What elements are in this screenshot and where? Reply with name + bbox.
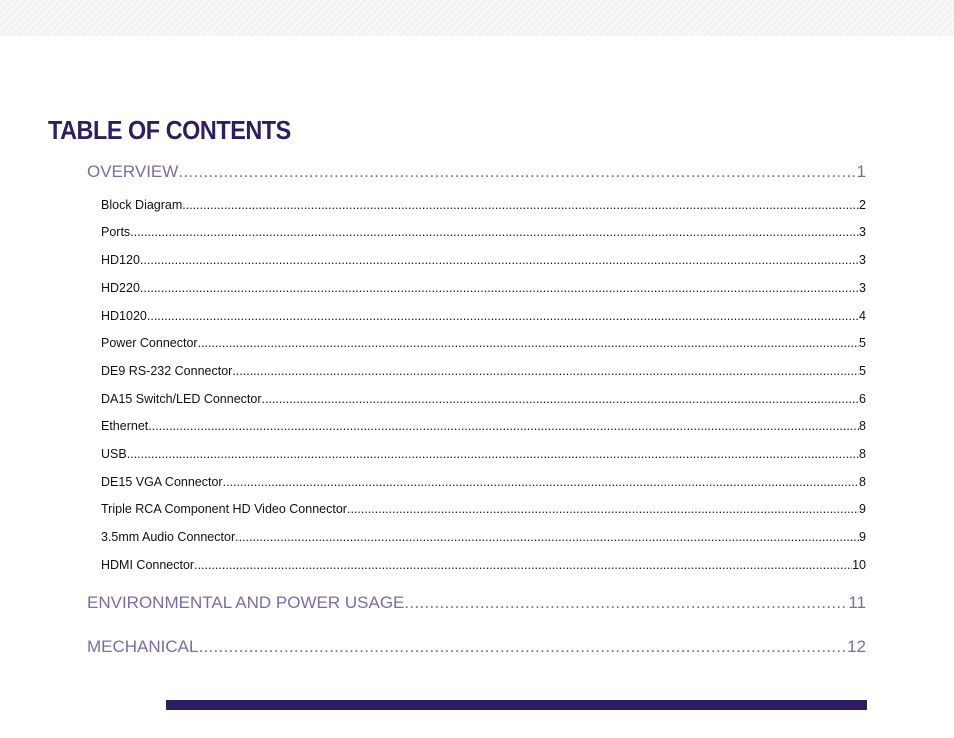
toc-entry-block-diagram[interactable]: Block Diagram 2: [101, 198, 866, 212]
toc-entry-label: 3.5mm Audio Connector: [101, 530, 236, 544]
toc-entry-label: DA15 Switch/LED Connector: [101, 392, 262, 406]
dot-leader: [178, 162, 856, 182]
toc-entry-hd120[interactable]: HD120 3: [101, 253, 866, 267]
toc-entry-page: 3: [859, 253, 866, 267]
dot-leader: [198, 637, 847, 657]
toc-entry-page: 6: [859, 392, 866, 406]
dot-leader: [140, 253, 859, 267]
dot-leader: [147, 309, 859, 323]
toc-entry-page: 8: [859, 475, 866, 489]
toc-entry-page: 12: [847, 637, 866, 656]
dot-leader: [127, 447, 859, 461]
toc-entry-label: DE9 RS-232 Connector: [101, 364, 233, 378]
toc-entry-de9-rs232-connector[interactable]: DE9 RS-232 Connector 5: [101, 364, 866, 378]
dot-leader: [130, 225, 859, 239]
toc-entry-label: Block Diagram: [101, 198, 183, 212]
toc-entry-page: 4: [859, 309, 866, 323]
toc-entry-label: DE15 VGA Connector: [101, 475, 223, 489]
toc-entry-page: 8: [859, 419, 866, 433]
toc-entry-label: MECHANICAL: [87, 637, 199, 656]
toc-entry-triple-rca-connector[interactable]: Triple RCA Component HD Video Connector …: [101, 502, 866, 516]
toc-entry-page: 8: [859, 447, 866, 461]
toc-entry-page: 11: [848, 593, 866, 612]
toc-entry-overview[interactable]: OVERVIEW 1: [87, 162, 866, 182]
dot-leader: [235, 530, 859, 544]
toc-entry-page: 5: [859, 364, 866, 378]
toc-entry-label: OVERVIEW: [87, 162, 179, 181]
dot-leader: [182, 198, 859, 212]
toc-entry-page: 10: [852, 558, 866, 572]
toc-entry-page: 9: [859, 502, 866, 516]
toc-entry-label: HD220: [101, 281, 140, 295]
dot-leader: [198, 336, 859, 350]
dot-leader: [223, 475, 859, 489]
toc-entry-label: USB: [101, 447, 127, 461]
toc-entry-label: ENVIRONMENTAL AND POWER USAGE: [87, 593, 405, 612]
dot-leader: [347, 502, 859, 516]
toc-entry-page: 2: [859, 198, 866, 212]
toc-entry-ethernet[interactable]: Ethernet 8: [101, 419, 866, 433]
dot-leader: [404, 593, 848, 613]
toc-entry-usb[interactable]: USB 8: [101, 447, 866, 461]
toc-entry-de15-vga-connector[interactable]: DE15 VGA Connector 8: [101, 475, 866, 489]
toc-entry-page: 9: [859, 530, 866, 544]
toc-entry-hd220[interactable]: HD220 3: [101, 281, 866, 295]
dot-leader: [262, 392, 860, 406]
dot-leader: [148, 419, 859, 433]
toc-entry-page: 1: [856, 162, 866, 181]
page-title: TABLE OF CONTENTS: [48, 115, 291, 145]
toc-entry-ports[interactable]: Ports 3: [101, 225, 866, 239]
toc-entry-page: 5: [859, 336, 866, 350]
dot-leader: [194, 558, 852, 572]
dot-leader: [232, 364, 859, 378]
toc-entry-page: 3: [859, 281, 866, 295]
toc-entry-label: HDMI Connector: [101, 558, 195, 572]
toc-entry-mechanical[interactable]: MECHANICAL 12: [87, 637, 866, 657]
toc-entry-da15-switch-led-connector[interactable]: DA15 Switch/LED Connector 6: [101, 392, 866, 406]
toc-entry-label: HD120: [101, 253, 140, 267]
toc-entry-page: 3: [859, 225, 866, 239]
toc-entry-label: HD1020: [101, 309, 147, 323]
toc-entry-hdmi-connector[interactable]: HDMI Connector 10: [101, 558, 866, 572]
toc-entry-audio-connector[interactable]: 3.5mm Audio Connector 9: [101, 530, 866, 544]
toc-entry-label: Power Connector: [101, 336, 198, 350]
toc-entry-label: Ports: [101, 225, 131, 239]
dot-leader: [140, 281, 859, 295]
toc-entry-power-connector[interactable]: Power Connector 5: [101, 336, 866, 350]
footer-bar: [166, 700, 867, 710]
toc-entry-environmental-power-usage[interactable]: ENVIRONMENTAL AND POWER USAGE 11: [87, 593, 866, 613]
toc-entry-label: Ethernet: [101, 419, 149, 433]
toc-entry-hd1020[interactable]: HD1020 4: [101, 309, 866, 323]
toc-entry-label: Triple RCA Component HD Video Connector: [101, 502, 347, 516]
header-band: [0, 0, 954, 36]
